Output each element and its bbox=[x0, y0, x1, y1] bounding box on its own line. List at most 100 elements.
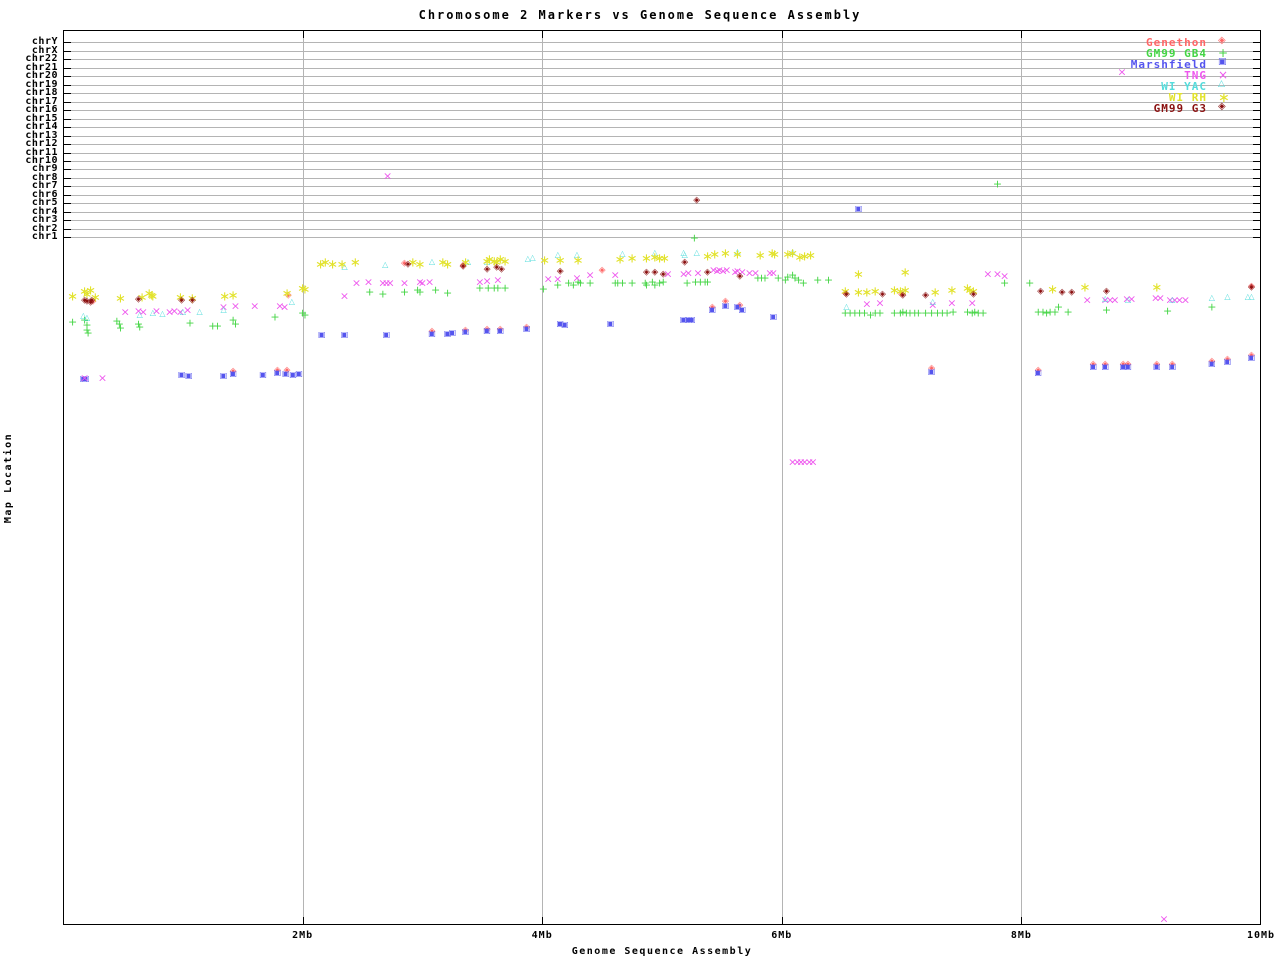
scatter-point: ∗ bbox=[349, 255, 361, 271]
legend-label: Genethon bbox=[1146, 36, 1207, 49]
scatter-point: ∗ bbox=[1047, 282, 1058, 298]
scatter-point: ◈ bbox=[229, 366, 237, 377]
scatter-point: + bbox=[112, 314, 122, 328]
scatter-point: + bbox=[760, 271, 770, 285]
y-tick-right bbox=[1253, 228, 1261, 230]
chrom-label: chr1 bbox=[31, 231, 58, 243]
scatter-point: ◈ bbox=[693, 195, 701, 206]
scatter-point: ∗ bbox=[899, 283, 911, 299]
scatter-point: △ bbox=[1169, 295, 1176, 304]
scatter-point: ◈ bbox=[899, 290, 907, 301]
scatter-point: ◈ bbox=[483, 264, 491, 275]
scatter-point: ◈ bbox=[404, 259, 412, 270]
scatter-point: ◈ bbox=[1247, 281, 1255, 292]
scatter-point: + bbox=[840, 306, 850, 320]
scatter-point: × bbox=[862, 297, 872, 311]
y-tick-right bbox=[1253, 42, 1261, 44]
scatter-point: ▣ bbox=[733, 302, 742, 311]
y-tick-right bbox=[1253, 84, 1261, 86]
y-tick-left bbox=[63, 127, 71, 129]
scatter-point: × bbox=[730, 265, 740, 279]
scatter-point: ◈ bbox=[178, 295, 186, 306]
chrom-label: chr5 bbox=[31, 197, 58, 209]
scatter-point: ◈ bbox=[598, 265, 606, 276]
scatter-point: △ bbox=[428, 257, 436, 266]
legend-label: TNG bbox=[1184, 69, 1207, 82]
scatter-point: ∗ bbox=[794, 250, 806, 266]
scatter-point: △ bbox=[789, 247, 796, 256]
scatter-point: × bbox=[1150, 291, 1161, 305]
y-tick-right bbox=[1253, 93, 1261, 95]
scatter-point: ∗ bbox=[484, 252, 495, 268]
scatter-point: ◈ bbox=[1089, 359, 1097, 370]
scatter-point: + bbox=[793, 273, 804, 287]
scatter-point: ▣ bbox=[1119, 362, 1127, 371]
scatter-point: + bbox=[610, 276, 620, 290]
scatter-point: + bbox=[695, 275, 705, 289]
scatter-point: + bbox=[1162, 304, 1173, 318]
scatter-point: + bbox=[1207, 300, 1217, 314]
y-tick-left bbox=[63, 50, 71, 52]
x-tick-top bbox=[781, 30, 783, 38]
chrom-label: chr6 bbox=[31, 188, 58, 200]
scatter-point: ▣ bbox=[428, 329, 436, 338]
scatter-point: + bbox=[617, 276, 628, 290]
x-tick-label: 10Mb bbox=[1246, 930, 1276, 941]
scatter-point: × bbox=[1122, 292, 1132, 306]
scatter-point: × bbox=[250, 299, 260, 313]
x-tick-label: 8Mb bbox=[1010, 930, 1032, 941]
scatter-point: + bbox=[753, 271, 763, 285]
scatter-point: ∗ bbox=[336, 257, 348, 273]
scatter-point: + bbox=[493, 281, 503, 295]
scatter-point: + bbox=[483, 281, 493, 295]
scatter-point: ∗ bbox=[85, 283, 96, 299]
scatter-point: ▣ bbox=[1223, 357, 1232, 366]
scatter-point: + bbox=[212, 319, 223, 333]
chrom-label: chr3 bbox=[31, 214, 58, 226]
scatter-point: ▣ bbox=[679, 315, 688, 324]
legend-row: WI RH ∗ bbox=[1057, 90, 1247, 106]
x-tick-bottom bbox=[302, 917, 304, 925]
scatter-point: ∗ bbox=[754, 248, 766, 264]
scatter-point: ∗ bbox=[143, 286, 155, 302]
y-tick-right bbox=[1253, 127, 1261, 129]
scatter-point: + bbox=[489, 281, 499, 295]
scatter-point: ▣ bbox=[81, 374, 90, 383]
v-gridline bbox=[1021, 30, 1023, 925]
plot-frame bbox=[63, 30, 1261, 925]
x-tick-bottom bbox=[1021, 917, 1023, 925]
y-tick-right bbox=[1253, 152, 1261, 154]
chart-title: Chromosome 2 Markers vs Genome Sequence … bbox=[418, 8, 862, 22]
scatter-point: + bbox=[650, 278, 660, 292]
scatter-point: + bbox=[889, 306, 900, 320]
scatter-point: △ bbox=[159, 309, 166, 318]
scatter-point: △ bbox=[573, 250, 581, 259]
scatter-point: △ bbox=[196, 307, 203, 316]
scatter-point: + bbox=[83, 326, 93, 340]
scatter-point: × bbox=[947, 296, 957, 310]
x-tick-top bbox=[542, 30, 544, 38]
scatter-point: × bbox=[165, 305, 175, 319]
scatter-point: + bbox=[865, 308, 876, 322]
scatter-point: × bbox=[1174, 293, 1185, 307]
scatter-point: × bbox=[415, 275, 425, 289]
scatter-point: △ bbox=[80, 311, 87, 320]
chrom-label: chr10 bbox=[25, 154, 58, 166]
scatter-point: × bbox=[737, 265, 747, 279]
scatter-point: ∗ bbox=[407, 255, 419, 271]
scatter-point: × bbox=[97, 371, 108, 385]
scatter-point: ◈ bbox=[1101, 359, 1109, 370]
scatter-point: × bbox=[750, 266, 761, 280]
scatter-point: × bbox=[928, 298, 938, 312]
y-tick-right bbox=[1253, 237, 1261, 239]
x-axis-label: Genome Sequence Assembly bbox=[571, 946, 753, 957]
scatter-point: ◈ bbox=[89, 296, 97, 307]
scatter-point: + bbox=[967, 306, 977, 320]
scatter-point: △ bbox=[136, 310, 143, 319]
scatter-point: + bbox=[910, 306, 920, 320]
legend-label: WI YAC bbox=[1161, 80, 1207, 93]
legend-marker: ∗ bbox=[1218, 90, 1230, 106]
scatter-point: × bbox=[799, 455, 810, 469]
chrom-label: chr22 bbox=[25, 53, 58, 65]
